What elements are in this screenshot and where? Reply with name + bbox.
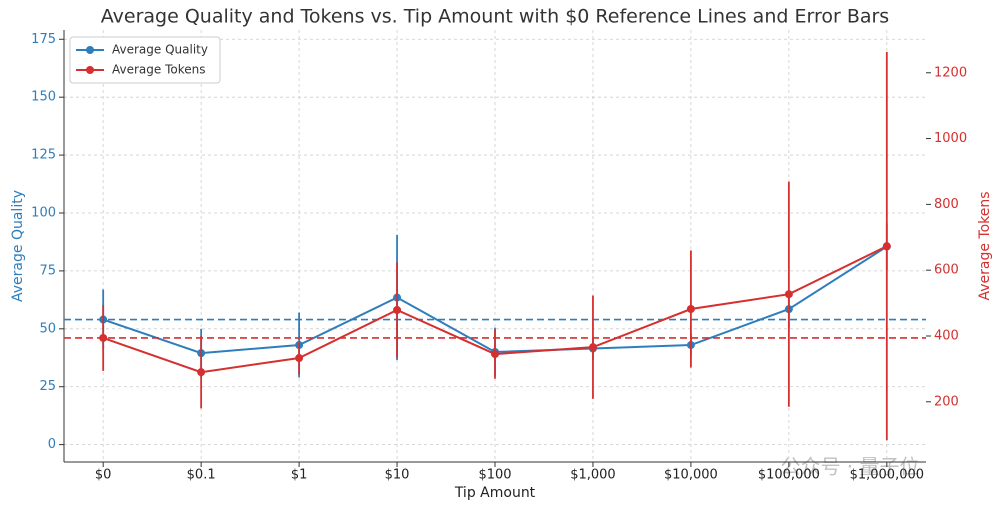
y-tick-label: 150: [31, 90, 56, 105]
x-tick-label: $10: [385, 468, 410, 483]
y2-tick-label: 600: [934, 263, 959, 278]
legend-box: [69, 36, 221, 84]
point: [882, 242, 891, 251]
y2-tick-label: 200: [934, 394, 959, 409]
x-tick-label: $1,000: [570, 468, 616, 483]
x-tick-label: $0: [95, 468, 112, 483]
legend-label: Average Tokens: [112, 63, 206, 77]
point: [784, 290, 793, 299]
y-tick-label: 175: [31, 32, 56, 47]
y-tick-label: 75: [39, 263, 56, 278]
point: [588, 343, 597, 352]
y-tick-label: 100: [31, 205, 56, 220]
y2-tick-label: 1200: [934, 65, 967, 80]
legend-marker: [86, 46, 94, 54]
point: [491, 350, 499, 359]
legend-label: Average Quality: [112, 43, 208, 57]
y2-tick-label: 1000: [934, 131, 967, 146]
x-tick-label: $1: [291, 468, 308, 483]
watermark: 公众号 · 量子位: [780, 455, 919, 479]
y2-axis-label: Average Tokens: [977, 191, 993, 300]
point: [295, 354, 304, 363]
x-axis-label: Tip Amount: [454, 485, 536, 501]
x-tick-label: $0.1: [187, 468, 216, 483]
point: [197, 368, 206, 377]
chart-title: Average Quality and Tokens vs. Tip Amoun…: [101, 6, 889, 28]
x-tick-label: $10,000: [664, 468, 718, 483]
y-tick-label: 125: [31, 148, 56, 163]
x-tick-label: $1,000,000: [850, 468, 924, 483]
x-tick-label: $100: [478, 468, 511, 483]
y-tick-label: 50: [39, 321, 56, 336]
y2-tick-label: 400: [934, 328, 959, 343]
y-tick-label: 0: [48, 437, 56, 452]
point: [686, 305, 695, 314]
point: [99, 333, 108, 342]
legend-marker: [86, 66, 94, 74]
point: [393, 305, 402, 314]
legend: Average Quality Average Tokens: [69, 36, 221, 84]
x-tick-label: $100,000: [758, 468, 820, 483]
y-axis-label: Average Quality: [10, 190, 26, 302]
y-tick-label: 25: [39, 379, 56, 394]
y2-tick-label: 800: [934, 197, 959, 212]
